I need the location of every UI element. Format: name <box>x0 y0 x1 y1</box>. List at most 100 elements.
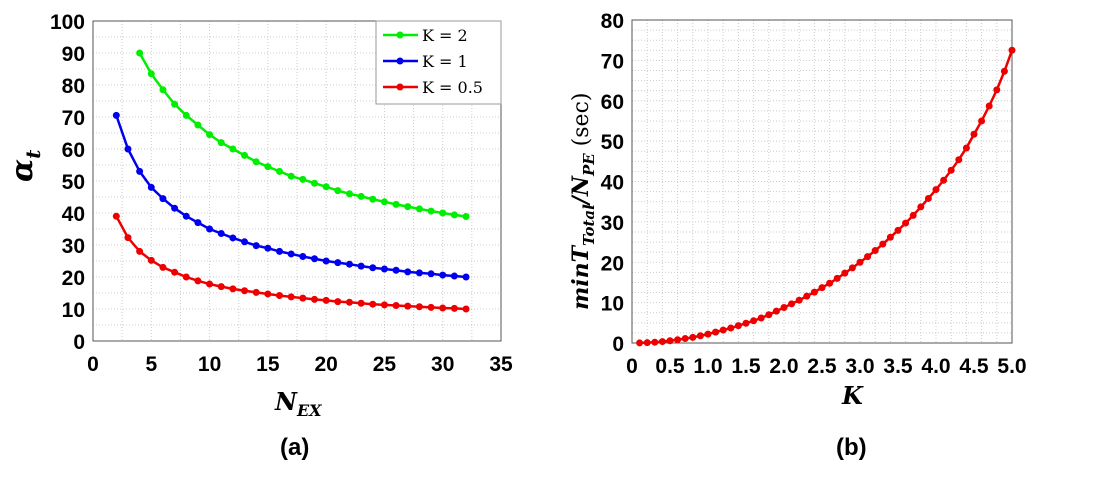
chart-b-series-point-0 <box>750 317 758 325</box>
chart-b-series-line-0 <box>639 49 1014 345</box>
chart-a-series-point-0 <box>462 213 470 221</box>
chart-b-series-point-0 <box>643 339 651 347</box>
chart-a-xtick-label: 30 <box>431 353 454 376</box>
chart-a-series-point-2 <box>264 290 272 298</box>
chart-a-series-point-2 <box>229 285 237 293</box>
chart-b-series-point-0 <box>962 144 970 152</box>
legend-label-1: K = 1 <box>422 52 468 71</box>
chart-b-series-point-0 <box>696 332 704 340</box>
chart-b-series-point-0 <box>772 307 780 315</box>
chart-a-ytick-label: 90 <box>62 43 85 66</box>
chart-b-series-point-0 <box>848 264 856 272</box>
chart-a-series-point-1 <box>171 204 179 212</box>
chart-a-ytick-label: 60 <box>62 139 85 162</box>
chart-a-series-point-1 <box>264 244 272 252</box>
chart-b-series-point-0 <box>856 258 864 266</box>
chart-a-series-point-2 <box>136 247 144 255</box>
chart-a-series-point-0 <box>439 209 447 217</box>
chart-b-series-point-0 <box>902 219 910 227</box>
chart-a-series-point-1 <box>124 145 132 153</box>
chart-b-series-point-0 <box>780 303 788 311</box>
chart-b-ytick-label: 40 <box>601 172 624 195</box>
chart-a-xtick-label: 10 <box>198 353 221 376</box>
chart-a-series-point-0 <box>380 198 388 206</box>
chart-a-ytick-label: 70 <box>62 107 85 130</box>
chart-b-series-point-0 <box>985 102 993 110</box>
chart-a-series-point-0 <box>415 205 423 213</box>
chart-a-xtick-label: 5 <box>145 353 157 376</box>
chart-b-series-point-0 <box>651 338 659 346</box>
chart-a-ytick-label: 80 <box>62 75 85 98</box>
chart-b-xtick-label: 4.5 <box>959 355 989 378</box>
chart-b-xtick-label: 5.0 <box>997 355 1026 378</box>
chart-a-series-point-0 <box>217 139 225 147</box>
chart-b-series-point-0 <box>1008 46 1016 54</box>
chart-a-series-point-2 <box>322 296 330 304</box>
chart-a-series-point-1 <box>147 183 155 191</box>
chart-a-xtick-label: 20 <box>314 353 337 376</box>
chart-a-xtick-label: 35 <box>489 353 513 376</box>
chart-b-ylabel: minTTotal/NPE (sec) <box>568 93 598 310</box>
chart-a-series-point-2 <box>287 293 295 301</box>
chart-a-ytick-label: 100 <box>50 11 85 34</box>
legend-marker-2 <box>396 83 404 91</box>
chart-b-xtick-label: 4.0 <box>921 355 950 378</box>
chart-a-ytick-label: 0 <box>73 331 85 354</box>
chart-a-series-point-2 <box>380 301 388 309</box>
chart-a-ytick-label: 30 <box>62 235 85 258</box>
chart-a-series-point-2 <box>252 288 260 296</box>
chart-a-ytick-label: 40 <box>62 203 85 226</box>
chart-a-series-point-0 <box>182 111 190 119</box>
chart-a-series-point-0 <box>276 167 284 175</box>
chart-b-series-point-0 <box>658 338 666 346</box>
chart-a-series-point-2 <box>217 283 225 291</box>
chart-a-series-point-2 <box>147 256 155 264</box>
chart-a-ytick-label: 10 <box>62 299 85 322</box>
chart-a-series-point-1 <box>392 266 400 274</box>
chart-a-series-point-2 <box>392 301 400 309</box>
chart-a-series-point-1 <box>439 271 447 279</box>
chart-a-series-point-1 <box>136 167 144 175</box>
chart-a-series-point-1 <box>276 247 284 255</box>
chart-b-series-point-0 <box>993 86 1001 94</box>
chart-b-series-point-0 <box>803 292 811 300</box>
chart-b-series-point-0 <box>636 339 644 347</box>
chart-b-series-point-0 <box>833 274 841 282</box>
chart-a-series-point-2 <box>182 273 190 281</box>
chart-a-series-point-2 <box>206 280 214 288</box>
chart-a-series-point-0 <box>287 172 295 180</box>
chart-b-series-point-0 <box>909 211 917 219</box>
chart-a-series-point-1 <box>380 265 388 273</box>
chart-b-series-point-0 <box>894 226 902 234</box>
chart-a-series-point-2 <box>334 298 342 306</box>
chart-a-ytick-label: 50 <box>62 171 85 194</box>
chart-b-xtick-label: 3.0 <box>845 355 874 378</box>
chart-b: 0 0.5 1.0 1.5 2.0 2.5 3.0 3.5 4.0 4.5 5.0 0 10 20 30 40… <box>601 10 1027 378</box>
chart-a-xlabel: NEX <box>274 387 322 420</box>
chart-a-xtick-label: 0 <box>87 353 99 376</box>
chart-a-series-point-1 <box>217 229 225 237</box>
chart-b-series-point-0 <box>681 335 689 343</box>
chart-a-series-point-2 <box>310 295 318 303</box>
chart-b-series-point-0 <box>765 311 773 319</box>
chart-b-series-point-0 <box>970 130 978 138</box>
chart-a-series-point-0 <box>357 192 365 200</box>
chart-a-series-point-1 <box>322 257 330 265</box>
chart-a-series-point-1 <box>415 269 423 277</box>
chart-b-caption: (b) <box>836 434 867 461</box>
chart-a-series-point-1 <box>252 242 260 250</box>
chart-a-series-point-1 <box>357 262 365 270</box>
chart-a-series-point-0 <box>322 183 330 191</box>
chart-a-series-point-1 <box>345 260 353 268</box>
chart-a-series-point-2 <box>439 304 447 312</box>
chart-b-series-point-0 <box>757 314 765 322</box>
chart-b-xtick-label: 1.0 <box>693 355 722 378</box>
chart-b-series-point-0 <box>788 300 796 308</box>
chart-b-series-point-0 <box>978 117 986 125</box>
chart-a-ylabel: αt <box>5 149 45 182</box>
chart-a-series-point-2 <box>194 277 202 285</box>
chart-a-series-point-2 <box>159 263 167 271</box>
chart-a-series-point-0 <box>427 207 435 215</box>
chart-b-series-point-0 <box>947 166 955 174</box>
